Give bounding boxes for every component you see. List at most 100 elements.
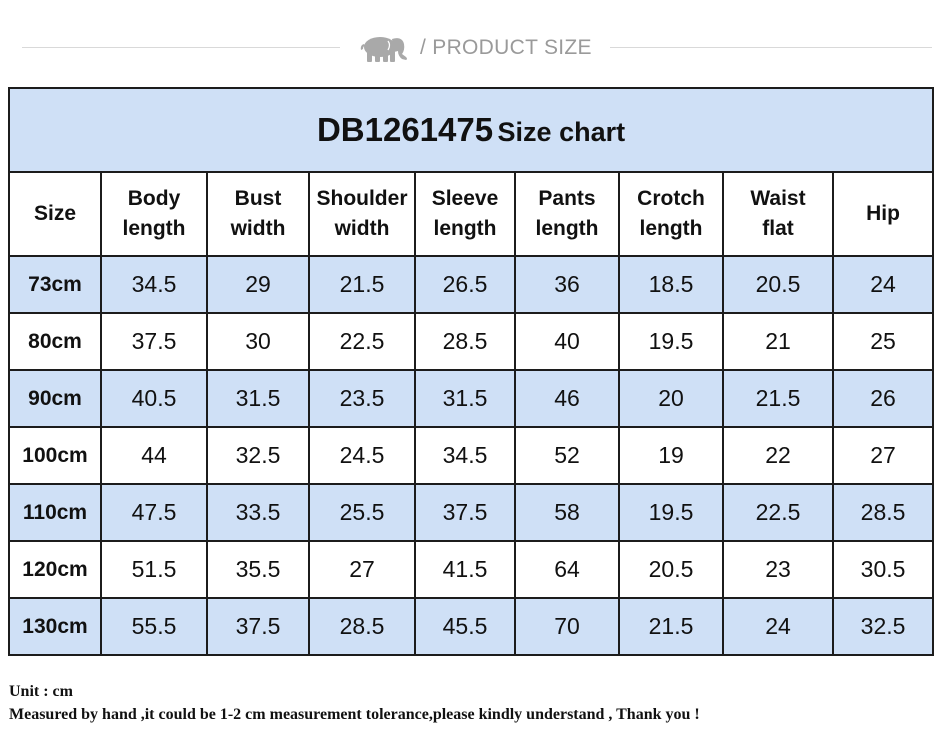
table-cell: 44 — [100, 426, 208, 485]
table-cell: 26 — [831, 369, 935, 428]
table-cell: 30.5 — [831, 540, 935, 599]
table-cell: 28.5 — [308, 597, 416, 656]
table-cell: 34.5 — [100, 255, 208, 314]
table-cell: 24 — [722, 597, 834, 656]
table-cell: 21.5 — [722, 369, 834, 428]
table-cell: 19 — [618, 426, 724, 485]
column-header: Shoulder width — [308, 171, 416, 257]
header-divider-left — [22, 47, 340, 48]
table-cell: 32.5 — [206, 426, 310, 485]
column-header-line: length — [433, 217, 497, 240]
table-cell: 20.5 — [722, 255, 834, 314]
column-header-line: Crotch — [637, 187, 705, 210]
table-cell: 23 — [722, 540, 834, 599]
column-header-line: length — [122, 217, 186, 240]
table-cell: 21.5 — [308, 255, 416, 314]
table-cell: 25 — [831, 312, 935, 371]
table-cell: 55.5 — [100, 597, 208, 656]
column-header-line: length — [535, 217, 599, 240]
table-cell: 19.5 — [618, 483, 724, 542]
chart-title-row: DB1261475 Size chart — [7, 87, 935, 173]
table-cell: 28.5 — [414, 312, 516, 371]
table-cell: 20.5 — [618, 540, 724, 599]
table-cell: 25.5 — [308, 483, 416, 542]
column-header: Hip — [831, 171, 935, 257]
table-cell: 21.5 — [618, 597, 724, 656]
table-cell: 58 — [514, 483, 620, 542]
column-header-line: Body — [127, 187, 181, 210]
table-cell: 18.5 — [618, 255, 724, 314]
table-cell: 64 — [514, 540, 620, 599]
column-header-line: Bust — [234, 187, 282, 210]
column-header: Sleeve length — [414, 171, 516, 257]
table-cell: 22.5 — [722, 483, 834, 542]
table-cell: 21 — [722, 312, 834, 371]
table-cell: 20 — [618, 369, 724, 428]
column-header: Bust width — [206, 171, 310, 257]
column-header-line: flat — [762, 217, 794, 240]
unit-note: Unit : cm — [9, 683, 73, 700]
elephant-icon — [360, 37, 407, 62]
table-cell: 36 — [514, 255, 620, 314]
table-cell: 26.5 — [414, 255, 516, 314]
table-cell: 37.5 — [100, 312, 208, 371]
size-cell: 130cm — [8, 597, 102, 656]
table-cell: 46 — [514, 369, 620, 428]
column-header-line: Shoulder — [316, 187, 408, 210]
table-cell: 33.5 — [206, 483, 310, 542]
table-cell: 24.5 — [308, 426, 416, 485]
column-header-line: width — [230, 217, 286, 240]
table-cell: 32.5 — [831, 597, 935, 656]
chart-body: 73cm 34.5 29 21.5 26.5 36 18.5 20.5 24 80cm 37.5 30… — [8, 255, 935, 656]
column-header-line: length — [639, 217, 703, 240]
table-cell: 22.5 — [308, 312, 416, 371]
tolerance-note: Measured by hand ,it could be 1-2 cm mea… — [9, 706, 700, 723]
table-cell: 40 — [514, 312, 620, 371]
table-cell: 28.5 — [831, 483, 935, 542]
size-chart-table: DB1261475 Size chart Size Body length Bust w… — [7, 87, 935, 656]
table-cell: 47.5 — [100, 483, 208, 542]
column-header-row: Size Body length Bust width Shoulder width Slee… — [8, 171, 935, 257]
column-header: Crotch length — [618, 171, 724, 257]
table-cell: 37.5 — [206, 597, 310, 656]
table-cell: 34.5 — [414, 426, 516, 485]
header-divider-right — [610, 47, 932, 48]
table-row: 120cm 51.5 35.5 27 41.5 64 20.5 23 30.5 — [8, 540, 935, 599]
column-header-line: Hip — [866, 202, 900, 225]
table-cell: 31.5 — [206, 369, 310, 428]
column-header-line: Sleeve — [431, 187, 499, 210]
table-cell: 40.5 — [100, 369, 208, 428]
table-row: 130cm 55.5 37.5 28.5 45.5 70 21.5 24 32.5 — [8, 597, 935, 656]
chart-title-suffix: Size chart — [497, 117, 626, 147]
table-row: 80cm 37.5 30 22.5 28.5 40 19.5 21 25 — [8, 312, 935, 371]
table-row: 90cm 40.5 31.5 23.5 31.5 46 20 21.5 26 — [8, 369, 935, 428]
table-cell: 27 — [308, 540, 416, 599]
column-header-line: Pants — [538, 187, 596, 210]
column-header: Size — [8, 171, 102, 257]
size-cell: 80cm — [8, 312, 102, 371]
size-cell: 90cm — [8, 369, 102, 428]
product-code: DB1261475 — [316, 111, 494, 148]
size-cell: 73cm — [8, 255, 102, 314]
table-cell: 22 — [722, 426, 834, 485]
table-cell: 19.5 — [618, 312, 724, 371]
table-cell: 35.5 — [206, 540, 310, 599]
section-header: / PRODUCT SIZE — [22, 28, 932, 68]
column-header: Pants length — [514, 171, 620, 257]
size-cell: 110cm — [8, 483, 102, 542]
column-header: Waist flat — [722, 171, 834, 257]
table-row: 100cm 44 32.5 24.5 34.5 52 19 22 27 — [8, 426, 935, 485]
table-cell: 30 — [206, 312, 310, 371]
table-cell: 41.5 — [414, 540, 516, 599]
table-cell: 70 — [514, 597, 620, 656]
table-cell: 52 — [514, 426, 620, 485]
table-row: 110cm 47.5 33.5 25.5 37.5 58 19.5 22.5 28.5 — [8, 483, 935, 542]
column-header-line: Waist — [750, 187, 806, 210]
column-header: Body length — [100, 171, 208, 257]
table-cell: 23.5 — [308, 369, 416, 428]
table-cell: 31.5 — [414, 369, 516, 428]
section-title: / PRODUCT SIZE — [420, 36, 592, 59]
column-header-line: Size — [33, 202, 77, 225]
table-cell: 29 — [206, 255, 310, 314]
notes: Unit : cm Measured by hand ,it could be … — [9, 680, 700, 726]
